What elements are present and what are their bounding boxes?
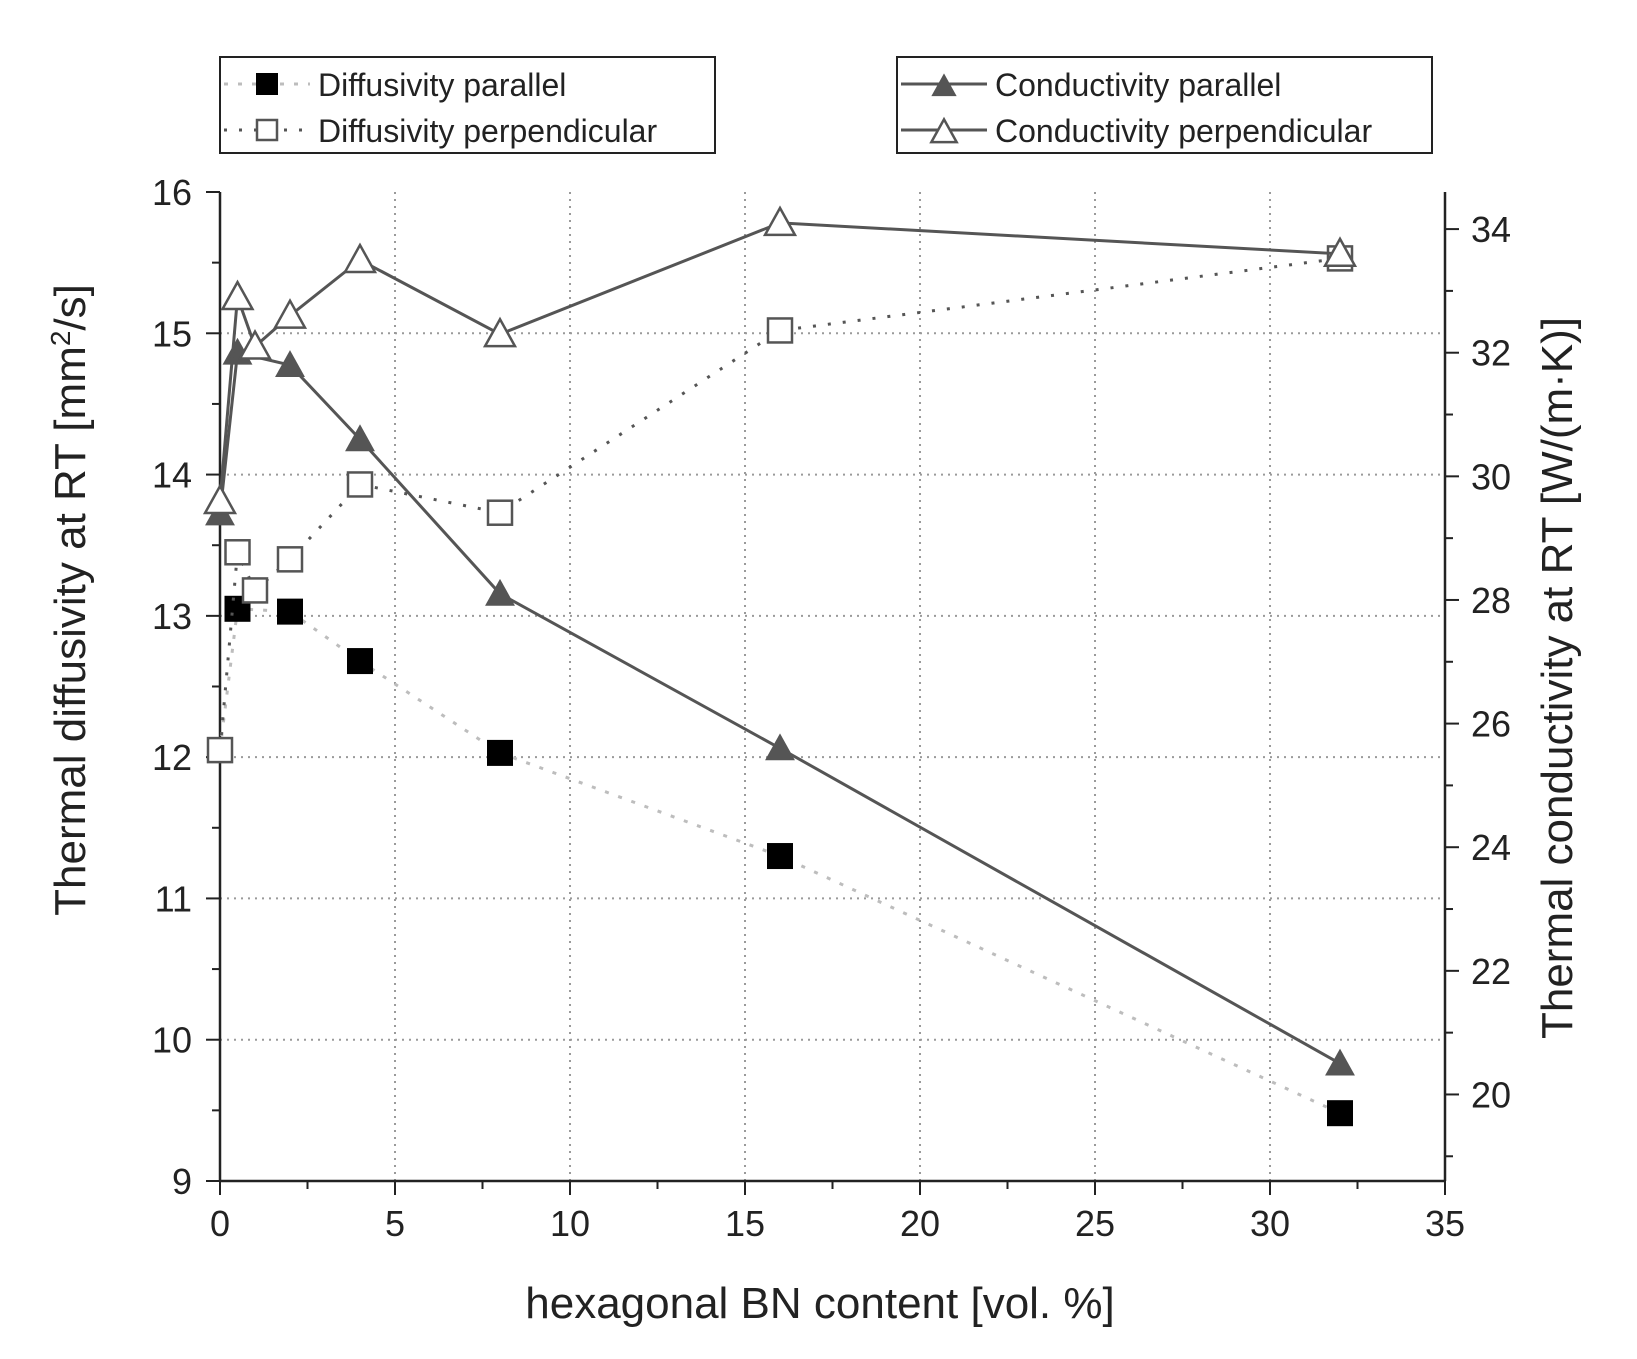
y-left-tick-label: 10 (152, 1020, 192, 1061)
data-point (220, 279, 255, 311)
y-right-tick-label: 22 (1471, 951, 1511, 992)
legend-label: Diffusivity parallel (318, 67, 566, 103)
data-point (276, 546, 304, 573)
data-point (342, 242, 378, 274)
y-left-tick-label: 9 (172, 1161, 192, 1202)
y-right-tick-label: 20 (1471, 1074, 1511, 1115)
data-point (347, 648, 373, 675)
y-right-tick-label: 26 (1471, 704, 1511, 745)
data-point (1325, 1048, 1355, 1076)
y-axis-right-label: Thermal conductivity at RT [W/(m·K)] (1533, 317, 1582, 1039)
data-point (275, 350, 305, 378)
data-point (277, 598, 303, 625)
y-right-tick-label: 24 (1471, 827, 1511, 868)
x-tick-label: 20 (900, 1203, 940, 1244)
axes (218, 192, 1447, 1183)
legend-marker (929, 116, 959, 144)
legend-marker (931, 73, 957, 97)
y-right-tick-label: 28 (1471, 580, 1511, 621)
data-point (765, 733, 795, 761)
x-tick-label: 25 (1075, 1203, 1115, 1244)
data-point (272, 298, 308, 329)
data-point (237, 329, 273, 360)
data-point (762, 205, 798, 237)
data-point (224, 539, 251, 566)
series-conductivity-perpendicular (202, 205, 1358, 515)
data-point (482, 316, 518, 348)
y-left-tick-label: 16 (152, 172, 192, 213)
y-axis-left-label: Thermal diffusivity at RT [mm2/s] (45, 284, 96, 916)
data-point (346, 471, 374, 498)
legend-box-left: Diffusivity parallel Diffusivity perpendi… (219, 56, 716, 154)
data-point (241, 577, 269, 604)
series-layer (202, 205, 1358, 1127)
series-line (218, 350, 1341, 1065)
series-line (218, 256, 1341, 751)
y-left-tick-label: 15 (152, 313, 192, 354)
legend-frame (219, 56, 716, 154)
y-right-tick-label: 30 (1471, 456, 1511, 497)
legend-box-right: Conductivity parallel Conductivity perpen… (896, 56, 1433, 154)
data-point (767, 843, 793, 870)
series-diffusivity-parallel (207, 595, 1353, 1127)
legend-marker (256, 73, 278, 95)
y-left-label-suffix: /s] (46, 284, 95, 330)
series-diffusivity-perpendicular (206, 245, 1354, 764)
data-point (487, 739, 513, 766)
grid (220, 192, 1445, 1181)
y-left-tick-label: 11 (155, 878, 192, 919)
data-point (486, 499, 514, 526)
y-left-label-sup: 2 (45, 331, 76, 347)
y-left-tick-label: 14 (152, 455, 192, 496)
x-axis-label: hexagonal BN content [vol. %] (525, 1279, 1114, 1328)
data-point (345, 424, 375, 452)
data-point (206, 736, 234, 764)
ticks: 0 5 10 15 20 25 30 35 9 10 11 12 13 14 15 16 20 22 24 26 28 3… (152, 172, 1511, 1244)
series-conductivity-parallel (205, 337, 1355, 1076)
y-left-tick-label: 12 (152, 737, 192, 778)
data-point (485, 578, 515, 606)
legend-label: Conductivity perpendicular (995, 113, 1372, 149)
legend-marker (255, 118, 279, 142)
y-right-tick-label: 32 (1471, 333, 1511, 374)
legend: Diffusivity parallel Diffusivity perpendi… (219, 56, 1433, 154)
x-tick-label: 30 (1250, 1203, 1290, 1244)
y-left-label-prefix: Thermal diffusivity at RT [mm (46, 346, 95, 916)
y-right-tick-label: 34 (1471, 209, 1511, 250)
x-tick-label: 10 (550, 1203, 590, 1244)
legend-label: Diffusivity perpendicular (318, 113, 657, 149)
y-left-tick-label: 13 (152, 596, 192, 637)
data-point (1322, 236, 1358, 268)
x-tick-label: 5 (385, 1203, 405, 1244)
data-point (1327, 1100, 1353, 1127)
legend-frame (896, 56, 1433, 154)
series-line (218, 221, 1341, 502)
data-point (766, 317, 794, 344)
x-tick-label: 0 (210, 1203, 230, 1244)
x-tick-label: 15 (725, 1203, 765, 1244)
data-point (202, 483, 238, 515)
legend-label: Conductivity parallel (995, 67, 1281, 103)
x-tick-label: 35 (1425, 1203, 1465, 1244)
